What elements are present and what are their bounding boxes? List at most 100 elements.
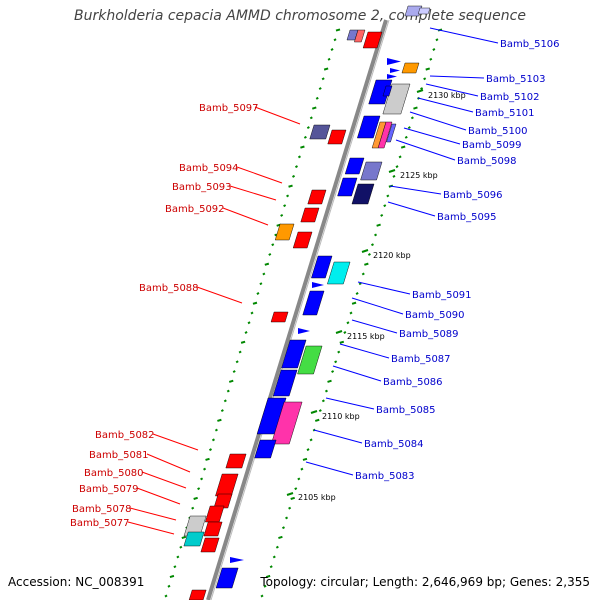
gc-tick-right xyxy=(435,38,439,42)
gc-tick-left xyxy=(327,57,331,61)
gene-box xyxy=(382,85,393,97)
gc-tick-left xyxy=(223,399,227,403)
leader-line-right xyxy=(339,343,390,359)
leader-line-right xyxy=(387,201,436,217)
leader-line-right xyxy=(325,397,375,410)
gene-label-right: Bamb_5091 xyxy=(412,290,472,301)
kbp-label: 2105 kbp xyxy=(298,493,336,502)
gene-box xyxy=(225,453,247,469)
leader-line-left xyxy=(229,185,277,201)
accession-text: Accession: NC_008391 xyxy=(8,575,145,589)
gc-tick-right xyxy=(367,252,371,256)
leader-line-right xyxy=(429,27,499,44)
kbp-tick xyxy=(361,249,369,253)
gene-box xyxy=(297,345,323,375)
gc-tick-right xyxy=(364,262,369,266)
gc-tick-left xyxy=(274,233,278,237)
gene-box xyxy=(311,255,333,279)
gc-tick-left xyxy=(315,96,319,100)
gene-box xyxy=(270,311,289,323)
gene-box xyxy=(274,223,295,241)
gene-box xyxy=(292,231,313,249)
gene-label-left: Bamb_5097 xyxy=(199,103,259,114)
gc-tick-left xyxy=(220,409,224,413)
leader-line-left xyxy=(196,286,243,304)
gene-label-right: Bamb_5084 xyxy=(364,439,424,450)
gc-tick-left xyxy=(271,243,275,247)
gc-tick-right xyxy=(358,282,362,286)
gc-tick-left xyxy=(286,194,290,198)
leader-line-left xyxy=(254,106,301,125)
gene-labels: Bamb_5097 Bamb_5094 Bamb_5093 Bamb_5092 Bamb… xyxy=(70,39,560,529)
gc-tick-left xyxy=(306,126,310,130)
gene-box xyxy=(327,261,351,285)
leader-line-left xyxy=(222,207,269,226)
gc-tick-right xyxy=(423,77,427,81)
leader-line-left xyxy=(141,471,187,489)
leader-line-right xyxy=(409,111,467,131)
gene-box xyxy=(200,537,220,553)
gene-box xyxy=(302,290,325,316)
gc-tick-left xyxy=(262,272,266,276)
gc-tick-right xyxy=(290,496,295,500)
gc-tick-right xyxy=(386,194,390,198)
gene-box xyxy=(386,123,397,143)
gene-label-right: Bamb_5087 xyxy=(391,354,451,365)
gc-tick-left xyxy=(264,262,270,266)
gc-tick-left xyxy=(288,184,293,188)
gc-tick-right xyxy=(383,204,387,208)
gc-tick-right xyxy=(392,174,396,178)
topology-text: Topology: circular; Length: 2,646,969 bp… xyxy=(260,575,590,589)
gc-tick-left xyxy=(321,77,325,81)
gc-tick-right xyxy=(334,360,338,364)
gc-tick-right xyxy=(339,340,345,344)
gc-tick-right xyxy=(302,457,308,461)
gc-tick-left xyxy=(193,496,198,500)
gc-tick-right xyxy=(425,67,431,71)
kbp-tick xyxy=(388,169,396,173)
gc-tick-right xyxy=(321,399,325,403)
leader-line-right xyxy=(351,319,398,334)
gc-tick-right xyxy=(349,311,353,315)
gc-tick-right xyxy=(361,272,365,276)
kbp-label: 2120 kbp xyxy=(373,251,411,260)
leader-line-left xyxy=(146,453,191,473)
gc-tick-right xyxy=(432,48,436,51)
gene-label-right: Bamb_5096 xyxy=(443,190,503,201)
leader-line-left xyxy=(129,507,177,521)
gc-tick-left xyxy=(333,38,337,42)
leader-line-right xyxy=(357,281,411,295)
gc-tick-right xyxy=(370,243,374,247)
gc-tick-left xyxy=(309,116,313,120)
gc-tick-right xyxy=(429,57,433,61)
gc-tick-left xyxy=(173,565,177,569)
gene-box xyxy=(281,339,307,369)
gene-box xyxy=(307,189,327,205)
gc-tick-left xyxy=(323,67,329,71)
gc-tick-left xyxy=(259,282,263,286)
leader-line-right xyxy=(403,127,461,145)
gc-tick-left xyxy=(294,165,298,169)
gene-box xyxy=(362,31,383,49)
gc-tick-right xyxy=(351,301,357,305)
leader-line-right xyxy=(389,185,442,195)
gc-tick-left xyxy=(240,340,246,344)
gc-tick-right xyxy=(297,477,301,481)
gene-box xyxy=(377,121,393,149)
gc-tick-left xyxy=(292,174,296,178)
gc-tick-right xyxy=(374,233,378,237)
gene-box xyxy=(215,567,239,589)
gc-tick-left xyxy=(247,321,251,325)
gene-label-right: Bamb_5099 xyxy=(462,140,522,151)
gene-box xyxy=(272,369,298,397)
gene-box xyxy=(254,439,277,459)
gc-tick-left xyxy=(169,574,175,579)
gene-label-right: Bamb_5095 xyxy=(437,212,497,223)
gene-label-right: Bamb_5090 xyxy=(405,310,465,321)
gc-tick-left xyxy=(179,545,183,549)
gene-box xyxy=(417,7,431,15)
gc-tick-right xyxy=(413,106,418,110)
kbp-tick xyxy=(286,492,294,496)
gene-label-right: Bamb_5098 xyxy=(457,156,517,167)
